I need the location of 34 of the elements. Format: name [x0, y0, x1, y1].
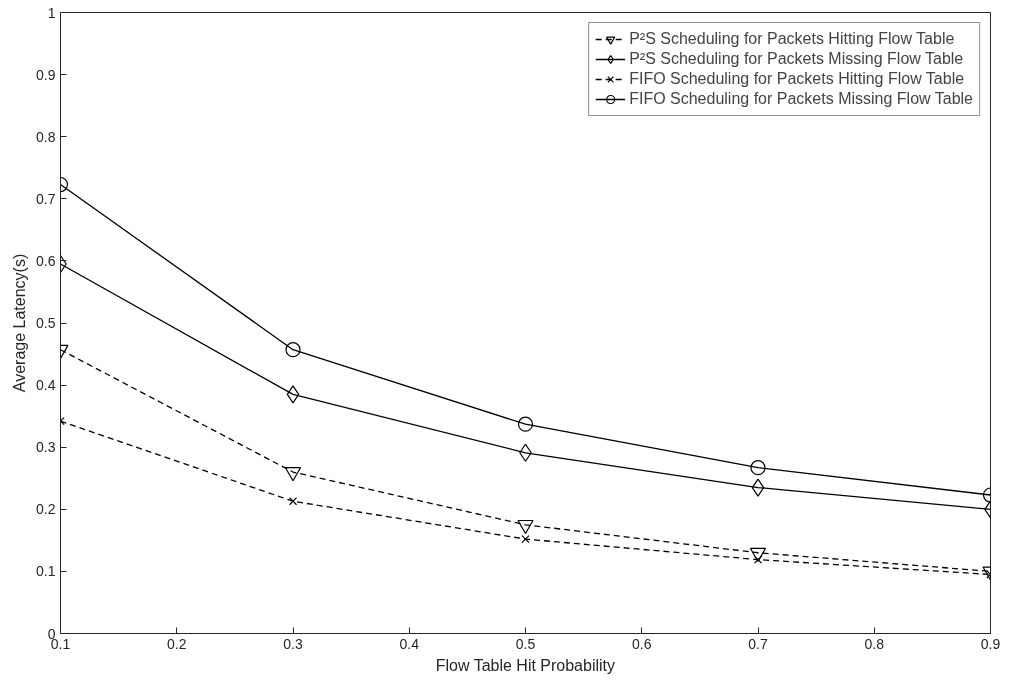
x-tick-label: 0.7	[748, 635, 768, 652]
y-tick-label: 0.8	[36, 128, 56, 145]
point	[751, 478, 765, 497]
y-tick-label: 1	[47, 4, 56, 21]
point	[517, 416, 534, 432]
point	[284, 467, 302, 482]
legend-label: FIFO Scheduling for Packets Missing Flow Table	[629, 90, 973, 108]
point	[286, 385, 300, 404]
y-axis-title: Average Latency(s)	[11, 253, 29, 393]
x-tick-label: 0.4	[399, 635, 420, 652]
legend-label: P²S Scheduling for Packets Missing Flow Table	[629, 50, 964, 68]
x-tick-label: 0.5	[515, 635, 536, 652]
y-tick-label: 0.6	[36, 252, 56, 269]
x-tick-label: 0.9	[980, 635, 1001, 652]
x-axis-title: Flow Table Hit Probability	[435, 656, 616, 674]
point	[749, 547, 767, 563]
y-tick-label: 0.5	[36, 315, 56, 331]
point	[285, 342, 301, 358]
x-tick-label: 0.6	[632, 635, 652, 652]
point	[517, 519, 534, 535]
y-tick-label: 0.2	[36, 501, 56, 518]
x-tick-label: 0.8	[864, 635, 885, 652]
y-tick-label: 0.3	[36, 439, 56, 456]
x-tick-label: 0.3	[283, 635, 303, 652]
y-tick-label: 0.4	[36, 377, 56, 394]
legend-label: FIFO Scheduling for Packets Hitting Flow Table	[629, 70, 965, 88]
point	[750, 460, 766, 476]
point	[521, 534, 530, 544]
y-tick-label: 0.1	[36, 563, 56, 580]
y-tick-label: 0.7	[36, 190, 56, 207]
x-tick-label: 0.2	[167, 635, 187, 652]
legend-label: P²S Scheduling for Packets Hitting Flow Table	[629, 30, 955, 48]
y-tick-label: 0.9	[36, 66, 56, 83]
point	[288, 497, 298, 506]
